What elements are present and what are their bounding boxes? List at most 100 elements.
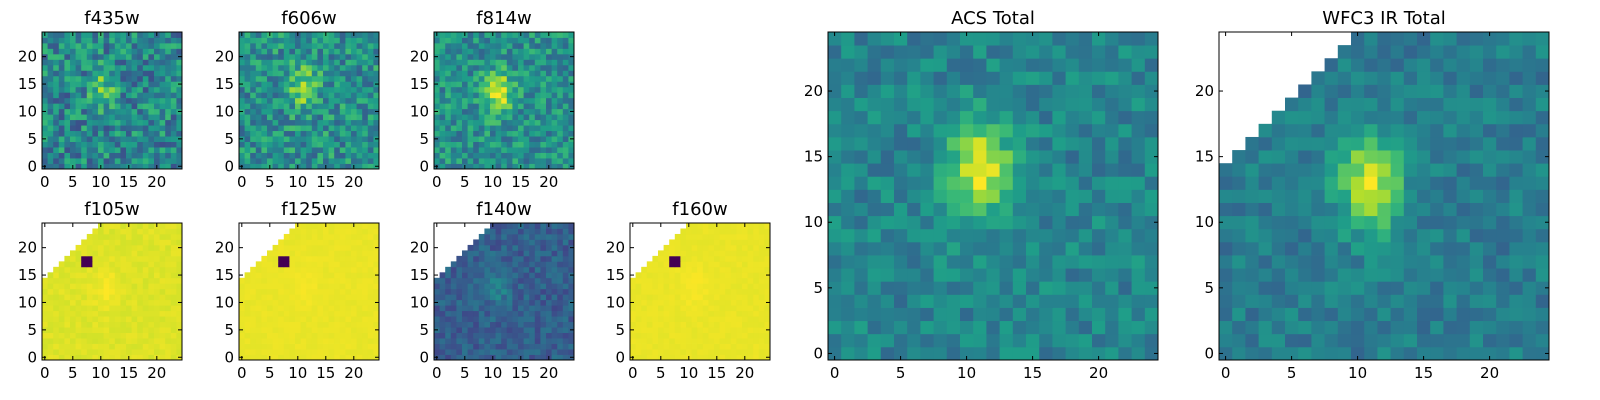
heatmap-cell <box>295 92 301 99</box>
heatmap-cell <box>557 130 564 137</box>
heatmap-cell <box>267 70 273 77</box>
heatmap-cell <box>534 343 541 350</box>
heatmap-cell <box>289 233 296 240</box>
x-tick-label: 20 <box>344 173 363 191</box>
heatmap-cell <box>867 163 882 177</box>
heatmap-cell <box>674 327 681 333</box>
heatmap-cell <box>165 327 172 333</box>
heatmap-cell <box>261 64 268 71</box>
heatmap-cell <box>490 37 496 44</box>
heatmap-cell <box>58 288 65 295</box>
heatmap-cell <box>439 70 446 77</box>
heatmap-cell <box>686 244 692 251</box>
heatmap-cell <box>867 215 882 230</box>
heatmap-cell <box>742 299 748 306</box>
heatmap-cell <box>434 92 440 99</box>
heatmap-cell <box>300 354 307 361</box>
heatmap-cell <box>283 310 290 317</box>
heatmap-cell <box>289 108 296 115</box>
heatmap-cell <box>456 266 463 273</box>
heatmap-cell <box>250 141 257 148</box>
heatmap-cell <box>999 255 1014 269</box>
heatmap-cell <box>323 327 329 333</box>
heatmap-cell <box>92 283 99 290</box>
heatmap-cell <box>736 349 743 355</box>
heatmap-cell <box>47 141 54 148</box>
heatmap-cell <box>518 130 524 137</box>
heatmap-cell <box>114 310 121 317</box>
heatmap-cell <box>747 244 754 251</box>
heatmap-cell <box>641 332 648 339</box>
heatmap-cell <box>551 42 558 49</box>
heatmap-cell <box>289 338 296 344</box>
x-tick-label: 20 <box>344 364 363 382</box>
heatmap-cell <box>973 150 987 164</box>
heatmap-cell <box>154 48 160 55</box>
heatmap-cell <box>697 283 704 290</box>
heatmap-cell <box>529 70 536 77</box>
heatmap-cell <box>880 189 895 203</box>
heatmap-cell <box>278 53 285 60</box>
heatmap-cell <box>999 268 1014 282</box>
heatmap-cell <box>495 321 502 328</box>
heatmap-cell <box>652 266 659 273</box>
heatmap-cell <box>283 32 290 38</box>
heatmap-cell <box>495 163 502 170</box>
heatmap-cell <box>98 108 104 115</box>
heatmap-cell <box>170 321 177 328</box>
heatmap-cell <box>334 321 341 328</box>
heatmap-cell <box>1078 176 1093 190</box>
heatmap-cell <box>109 316 116 323</box>
heatmap-cell <box>462 272 468 279</box>
heatmap-cell <box>126 294 132 301</box>
heatmap-cell <box>920 71 934 85</box>
heatmap-cell <box>300 97 307 104</box>
heatmap-cell <box>933 97 948 112</box>
heatmap-cell <box>1144 45 1159 59</box>
heatmap-cell <box>362 86 369 93</box>
heatmap-cell <box>473 163 480 170</box>
heatmap-cell <box>58 299 65 306</box>
heatmap-cell <box>1052 228 1066 243</box>
heatmap-cell <box>114 75 121 82</box>
heatmap-cell <box>362 108 369 115</box>
heatmap-cell <box>680 255 687 262</box>
heatmap-cell <box>462 321 468 328</box>
heatmap-cell <box>730 299 737 306</box>
heatmap-cell <box>42 125 48 132</box>
heatmap-cell <box>512 250 519 257</box>
heatmap-cell <box>109 223 116 229</box>
heatmap-cell <box>652 310 659 317</box>
heatmap-cell <box>501 321 508 328</box>
heatmap-cell <box>434 130 440 137</box>
heatmap-cell <box>373 114 380 121</box>
heatmap-cell <box>562 141 569 148</box>
heatmap-cell <box>562 332 569 339</box>
heatmap-cell <box>506 136 513 142</box>
heatmap-cell <box>126 261 132 268</box>
heatmap-cell <box>501 53 508 60</box>
heatmap-cell <box>880 58 895 72</box>
heatmap-cell <box>1065 202 1080 217</box>
heatmap-cell <box>239 338 245 344</box>
heatmap-cell <box>894 320 908 335</box>
heatmap-cell <box>70 119 76 126</box>
heatmap-cell <box>1144 136 1159 151</box>
heatmap-cell <box>278 283 285 290</box>
heatmap-cell <box>1065 123 1080 138</box>
heatmap-cell <box>289 288 296 295</box>
heatmap-cell <box>255 86 262 93</box>
heatmap-cell <box>120 130 127 137</box>
heatmap-cell <box>272 354 279 361</box>
heatmap-cell <box>960 163 974 177</box>
heatmap-cell <box>546 125 552 132</box>
heatmap-cell <box>1012 255 1027 269</box>
heatmap-cell <box>490 250 496 257</box>
heatmap-cell <box>289 321 296 328</box>
heatmap-cell <box>278 354 285 361</box>
heatmap-cell <box>53 299 60 306</box>
heatmap-cell <box>551 244 558 251</box>
heatmap-cell <box>867 255 882 269</box>
heatmap-cell <box>142 316 149 323</box>
heatmap-cell <box>658 343 664 350</box>
